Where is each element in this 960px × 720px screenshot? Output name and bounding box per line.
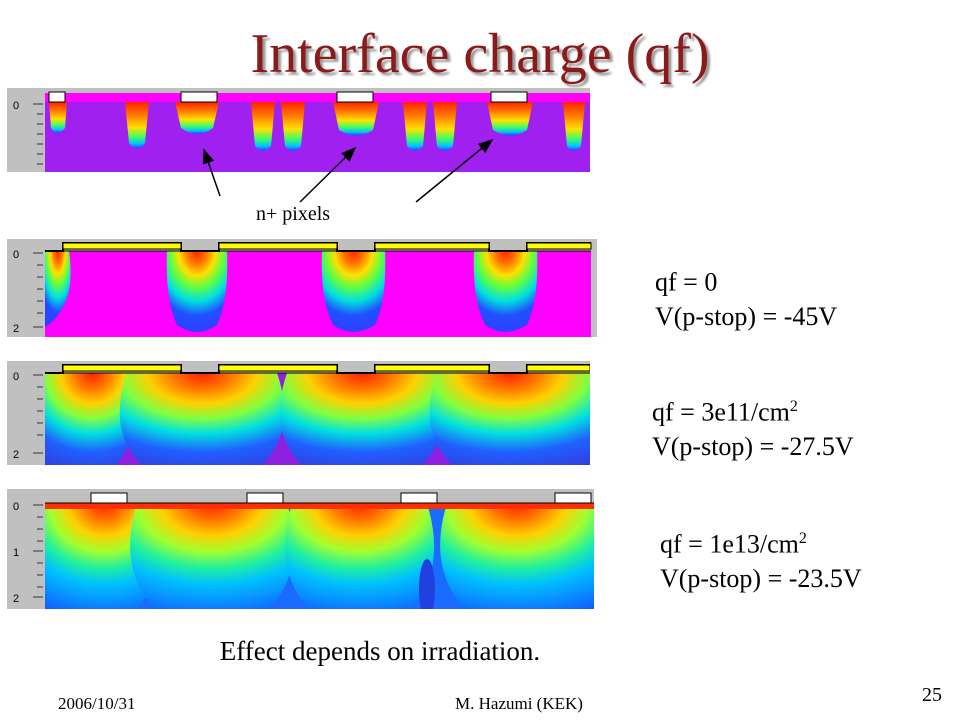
- slide-title: Interface charge (qf): [250, 23, 710, 85]
- panel-4-labels: qf = 1e13/cm2 V(p-stop) = -23.5V: [660, 522, 862, 596]
- panel-3-tick-2: 2: [13, 449, 19, 461]
- vstop-label-1: V(p-stop) = -45V: [655, 301, 838, 331]
- panel-4-tick-0: 0: [13, 501, 19, 513]
- qf-label-1: qf = 0: [655, 267, 718, 297]
- n-plus-pixels-annotation: n+ pixels: [256, 203, 331, 225]
- page-number: 25: [922, 684, 942, 706]
- vstop-label-3: V(p-stop) = -23.5V: [660, 563, 862, 593]
- simulation-panel-2: 0 2: [7, 239, 597, 337]
- panel-3-tick-0: 0: [13, 371, 19, 383]
- panel-2-tick-2: 2: [13, 323, 19, 335]
- simulation-panel-4: 0 1 2: [7, 489, 594, 609]
- footer-author: M. Hazumi (KEK): [455, 694, 583, 713]
- panel-1-tick-0: 0: [13, 100, 19, 112]
- panel-2-tick-0: 0: [13, 249, 19, 261]
- vstop-label-2: V(p-stop) = -27.5V: [652, 431, 854, 461]
- footer-date: 2006/10/31: [58, 694, 136, 713]
- qf-label-2: qf = 3e11/cm2: [652, 397, 798, 427]
- simulation-panel-1: 0: [7, 88, 590, 172]
- slide-caption: Effect depends on irradiation.: [219, 636, 541, 666]
- qf-label-3: qf = 1e13/cm2: [660, 529, 807, 559]
- panel-4-tick-1: 1: [13, 547, 19, 559]
- simulation-panel-3: 0 2: [7, 361, 590, 465]
- panel-2-labels: qf = 0 V(p-stop) = -45V: [655, 260, 837, 334]
- panel-4-tick-2: 2: [13, 593, 19, 605]
- panel-3-labels: qf = 3e11/cm2 V(p-stop) = -27.5V: [652, 390, 854, 464]
